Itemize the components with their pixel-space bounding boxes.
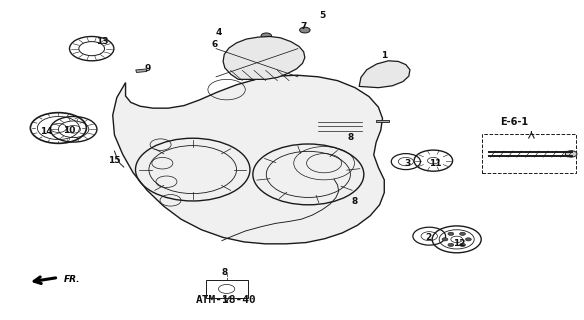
Bar <box>482 134 576 173</box>
Circle shape <box>300 27 310 33</box>
Text: 9: 9 <box>145 64 151 73</box>
Circle shape <box>465 238 471 241</box>
Text: E-6-1: E-6-1 <box>500 116 528 127</box>
Text: 4: 4 <box>216 28 222 36</box>
Text: 11: 11 <box>429 159 442 168</box>
Bar <box>376 120 389 122</box>
Text: 2: 2 <box>426 233 432 242</box>
Text: 13: 13 <box>96 37 109 46</box>
Text: 8: 8 <box>352 197 358 206</box>
Text: 15: 15 <box>108 156 121 165</box>
Text: 1: 1 <box>381 51 387 60</box>
Bar <box>135 69 147 73</box>
Text: 14: 14 <box>40 127 53 136</box>
Text: 7: 7 <box>301 22 307 31</box>
Polygon shape <box>359 61 410 88</box>
Text: 10: 10 <box>62 126 75 135</box>
Polygon shape <box>223 36 305 79</box>
Polygon shape <box>113 75 384 244</box>
Circle shape <box>460 243 465 246</box>
Circle shape <box>448 243 454 246</box>
Text: 8: 8 <box>222 268 228 277</box>
Text: 3: 3 <box>405 159 411 168</box>
Circle shape <box>442 238 448 241</box>
Text: 6: 6 <box>212 40 218 49</box>
Circle shape <box>261 33 272 39</box>
Bar <box>206 280 248 298</box>
Text: 8: 8 <box>347 133 353 142</box>
Circle shape <box>460 232 465 236</box>
Text: 5: 5 <box>319 11 325 20</box>
Text: 12: 12 <box>453 239 465 248</box>
Text: ATM-18-40: ATM-18-40 <box>196 295 257 305</box>
Text: FR.: FR. <box>64 275 81 284</box>
Circle shape <box>565 151 577 157</box>
Circle shape <box>448 232 454 236</box>
